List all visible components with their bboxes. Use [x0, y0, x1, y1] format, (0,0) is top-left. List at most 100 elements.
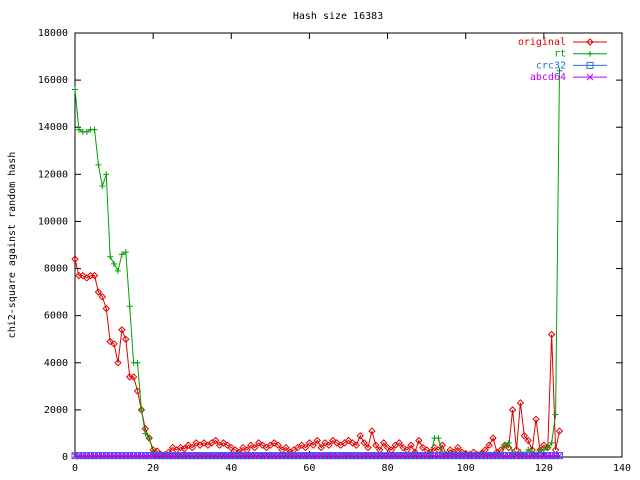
- data-point: [118, 251, 125, 258]
- x-tick-label: 120: [535, 463, 553, 474]
- x-tick-label: 40: [225, 463, 237, 474]
- data-point: [305, 439, 314, 447]
- data-point: [454, 443, 462, 452]
- data-point: [107, 253, 114, 260]
- data-point: [98, 293, 107, 301]
- x-tick-label: 0: [72, 463, 78, 474]
- data-point: [254, 439, 263, 447]
- legend-label: crc32: [536, 60, 566, 71]
- data-point: [395, 439, 404, 447]
- data-point: [489, 434, 497, 442]
- data-point: [501, 442, 508, 449]
- data-point: [94, 288, 103, 296]
- data-point: [258, 441, 267, 449]
- data-point: [407, 441, 415, 449]
- data-point: [146, 435, 153, 442]
- data-point: [90, 271, 99, 280]
- data-point: [251, 443, 259, 452]
- legend-marker: [586, 38, 594, 46]
- data-point: [548, 439, 555, 446]
- y-tick-label: 10000: [38, 216, 68, 227]
- legend-marker: [587, 50, 593, 57]
- data-point: [317, 443, 325, 452]
- data-point: [544, 443, 552, 452]
- data-point: [555, 427, 564, 435]
- data-point: [223, 441, 232, 449]
- data-point: [102, 304, 110, 313]
- data-point: [129, 373, 138, 381]
- y-tick-label: 6000: [44, 311, 68, 322]
- data-point: [211, 436, 220, 445]
- data-point: [114, 267, 121, 274]
- y-tick-label: 16000: [38, 75, 68, 86]
- data-point: [301, 443, 310, 452]
- data-point: [184, 441, 193, 449]
- x-tick-label: 100: [457, 463, 475, 474]
- data-point: [379, 439, 388, 447]
- data-point: [110, 340, 118, 348]
- x-tick-label: 80: [382, 463, 394, 474]
- legend-marker: [586, 61, 594, 69]
- data-point: [282, 443, 290, 452]
- data-point: [142, 430, 149, 437]
- data-point: [372, 441, 380, 449]
- data-point: [75, 126, 82, 133]
- y-tick-label: 18000: [38, 28, 68, 39]
- data-point: [114, 359, 122, 367]
- legend-label: original: [518, 37, 566, 48]
- data-point: [325, 441, 333, 449]
- x-tick-label: 20: [147, 463, 159, 474]
- data-point: [352, 441, 361, 449]
- data-point: [72, 86, 78, 93]
- data-point: [200, 439, 208, 447]
- data-point: [122, 249, 129, 256]
- data-point: [520, 432, 529, 440]
- y-tick-label: 8000: [44, 264, 68, 275]
- y-tick-label: 14000: [38, 122, 68, 133]
- legend-marker: [586, 73, 594, 81]
- data-point: [360, 439, 368, 447]
- data-point: [95, 161, 102, 168]
- data-point: [556, 452, 563, 460]
- data-point: [556, 67, 563, 74]
- data-point: [524, 436, 532, 445]
- x-tick-label: 60: [303, 463, 315, 474]
- data-point: [485, 441, 493, 449]
- data-point: [333, 439, 341, 447]
- data-point: [270, 439, 278, 447]
- data-point: [525, 446, 532, 453]
- y-axis-label: chi2-square against random hash: [7, 152, 18, 339]
- data-point: [145, 434, 153, 442]
- data-point: [505, 439, 512, 446]
- data-point: [383, 443, 392, 452]
- data-point: [134, 359, 141, 366]
- data-point: [83, 128, 90, 135]
- data-point: [309, 441, 318, 449]
- data-point: [103, 171, 110, 178]
- y-tick-label: 4000: [44, 358, 68, 369]
- data-point: [419, 443, 427, 452]
- legend-label: rt: [554, 49, 566, 60]
- data-point: [176, 443, 185, 452]
- data-point: [180, 445, 189, 453]
- data-point: [516, 399, 525, 407]
- legend-label: abcd64: [530, 72, 566, 83]
- data-point: [219, 439, 228, 447]
- data-point: [247, 441, 255, 449]
- data-point: [91, 126, 98, 133]
- y-tick-label: 2000: [44, 405, 68, 416]
- data-point: [329, 436, 337, 445]
- data-point: [321, 439, 329, 447]
- data-point: [118, 326, 126, 334]
- data-point: [227, 443, 235, 452]
- data-point: [364, 443, 372, 452]
- data-point: [368, 427, 376, 435]
- data-point: [239, 443, 247, 452]
- data-point: [106, 337, 114, 346]
- data-point: [138, 406, 145, 413]
- data-point: [99, 183, 106, 190]
- data-point: [274, 441, 282, 449]
